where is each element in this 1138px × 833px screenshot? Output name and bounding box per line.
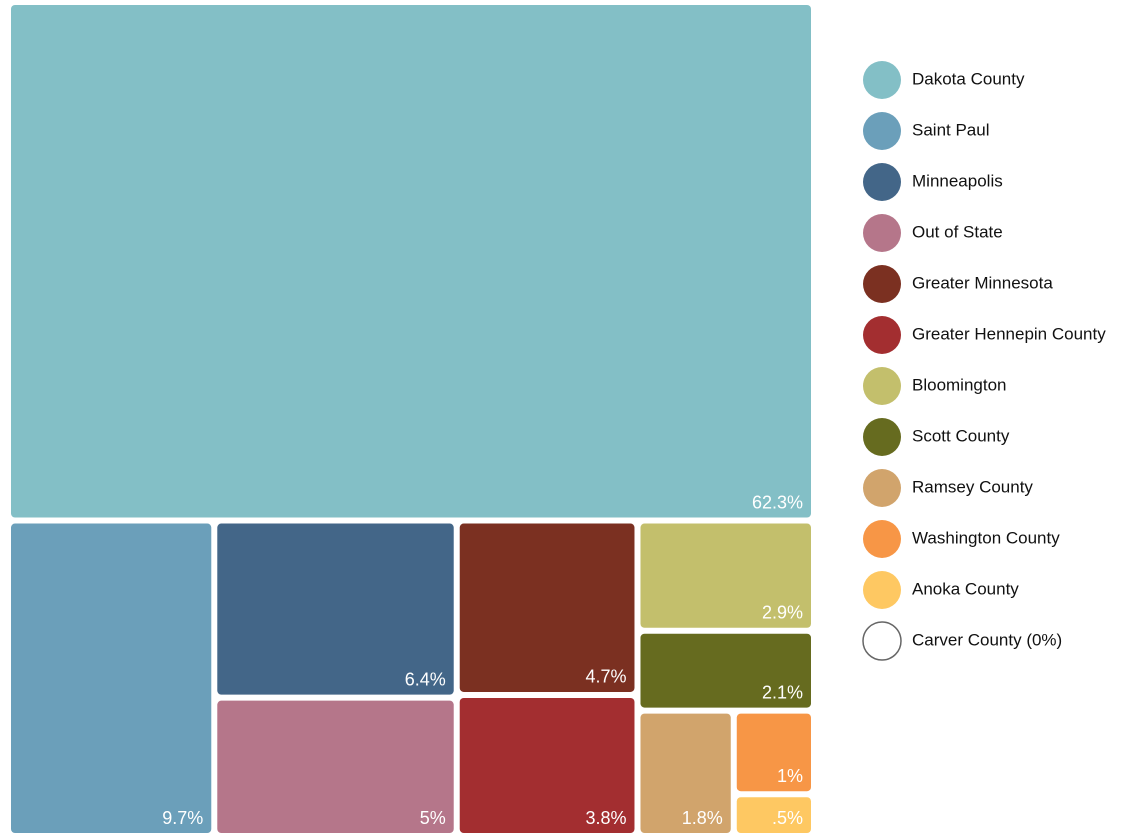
treemap-cell — [640, 713, 731, 833]
legend-label: Scott County — [912, 426, 1010, 445]
legend-swatch — [863, 571, 901, 609]
legend-label: Anoka County — [912, 579, 1019, 598]
legend-label: Greater Minnesota — [912, 273, 1053, 292]
legend-swatch — [863, 418, 901, 456]
treemap-cell — [217, 700, 454, 833]
legend-swatch — [863, 112, 901, 150]
value-label: 2.1% — [762, 682, 803, 702]
value-label: 1% — [777, 766, 803, 786]
treemap-cell — [736, 713, 811, 792]
value-label: 5% — [420, 808, 446, 828]
value-label: 6.4% — [405, 669, 446, 689]
value-label: 3.8% — [585, 808, 626, 828]
legend-swatch — [863, 163, 901, 201]
legend-label: Greater Hennepin County — [912, 324, 1106, 343]
legend-swatch — [863, 316, 901, 354]
treemap-cell — [736, 797, 811, 833]
value-label: 4.7% — [585, 667, 626, 687]
legend-label: Ramsey County — [912, 477, 1033, 496]
legend-swatch — [862, 621, 902, 661]
value-label: 2.9% — [762, 603, 803, 623]
legend-label: Minneapolis — [912, 171, 1003, 190]
legend-label: Bloomington — [912, 375, 1007, 394]
treemap-cell — [217, 523, 454, 695]
legend-label: Carver County (0%) — [912, 630, 1062, 649]
legend-label: Dakota County — [912, 69, 1025, 88]
legend-swatch — [863, 520, 901, 558]
value-label: 9.7% — [162, 808, 203, 828]
legend-swatch — [863, 265, 901, 303]
value-label: 62.3% — [752, 492, 803, 512]
legend-label: Saint Paul — [912, 120, 990, 139]
treemap-cell — [640, 523, 811, 628]
legend-swatch — [863, 367, 901, 405]
legend-swatch — [863, 469, 901, 507]
treemap-cell — [11, 5, 811, 518]
legend-label: Washington County — [912, 528, 1060, 547]
value-label: 1.8% — [682, 808, 723, 828]
treemap-cell — [459, 523, 635, 692]
treemap-cell — [459, 697, 635, 833]
treemap-cell — [640, 633, 811, 708]
legend-label: Out of State — [912, 222, 1003, 241]
treemap-cell — [11, 523, 212, 833]
legend-swatch — [863, 214, 901, 252]
legend-swatch — [863, 61, 901, 99]
value-label: .5% — [772, 808, 803, 828]
